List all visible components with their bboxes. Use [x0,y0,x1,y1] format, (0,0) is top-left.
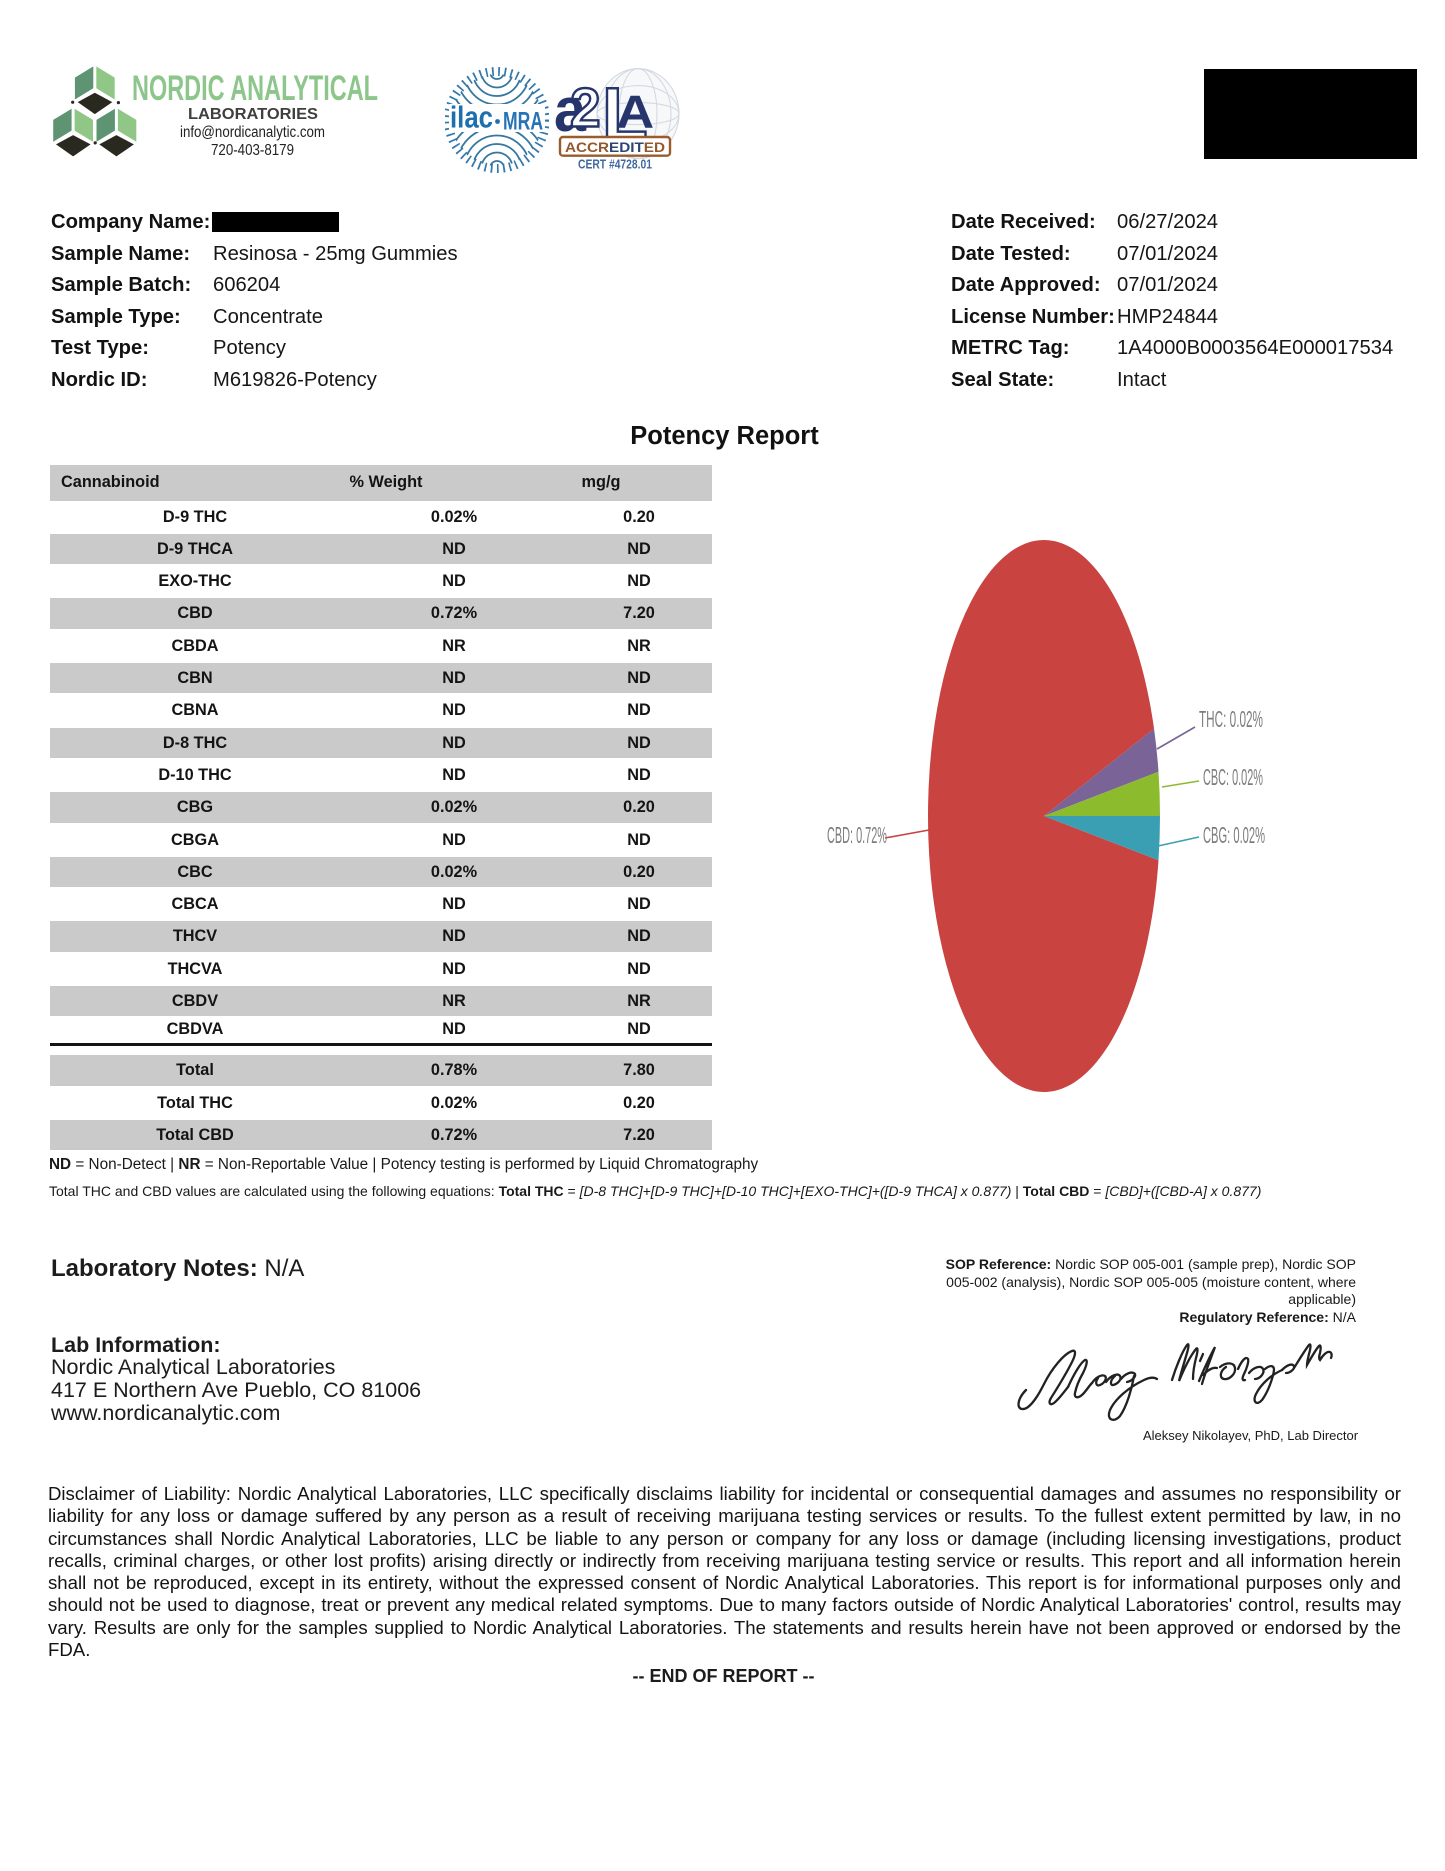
svg-text:CERT #4728.01: CERT #4728.01 [578,157,652,171]
svg-text:CBG: 0.02%: CBG: 0.02% [1203,822,1265,848]
svg-text:THC: 0.02%: THC: 0.02% [1199,706,1263,732]
svg-text:NORDIC ANALYTICAL: NORDIC ANALYTICAL [132,69,378,108]
svg-text:A: A [616,86,654,138]
svg-text:720-403-8179: 720-403-8179 [211,142,294,159]
svg-text:CBD: 0.72%: CBD: 0.72% [827,822,887,848]
svg-text:LABORATORIES: LABORATORIES [188,106,318,123]
svg-text:2: 2 [570,77,601,139]
svg-text:info@nordicanalytic.com: info@nordicanalytic.com [180,124,325,141]
svg-text:MRA: MRA [503,107,543,135]
svg-text:a: a [554,75,587,144]
svg-text:CBC: 0.02%: CBC: 0.02% [1203,764,1263,790]
svg-text:ilac: ilac [450,100,493,135]
